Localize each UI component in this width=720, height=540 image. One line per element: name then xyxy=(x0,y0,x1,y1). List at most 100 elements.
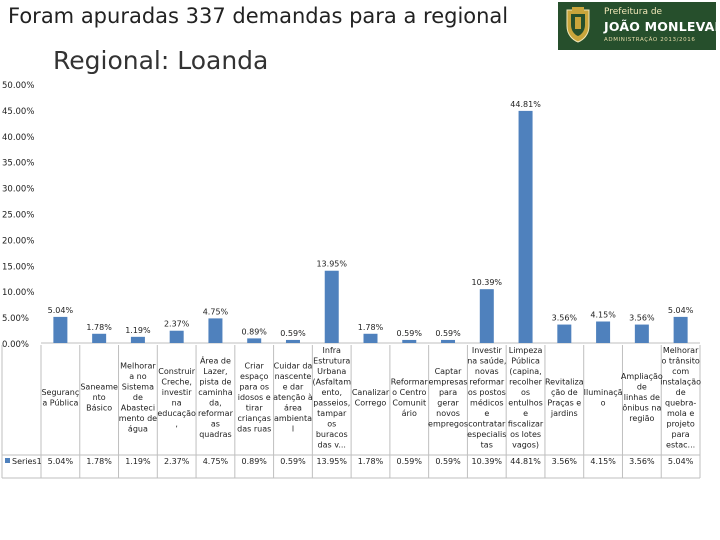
data-label: 44.81% xyxy=(510,100,541,109)
category-label: tas xyxy=(481,440,493,449)
category-label: e xyxy=(523,409,528,418)
category-label: idosos e xyxy=(238,393,271,402)
category-label: para os xyxy=(239,383,269,392)
category-label: empresas xyxy=(428,377,467,386)
category-label: Lazer, xyxy=(203,367,227,376)
category-label: Revitaliza xyxy=(545,377,584,386)
category-label: ambienta xyxy=(274,414,312,423)
category-label: na saúde, xyxy=(467,356,506,365)
data-label: 1.78% xyxy=(86,323,112,332)
category-label: Creche, xyxy=(161,377,192,386)
category-label: Construir xyxy=(158,367,195,376)
category-label: Iluminaçã xyxy=(584,388,623,397)
category-label: espaço xyxy=(240,372,268,381)
table-value: 4.15% xyxy=(590,457,616,466)
data-label: 4.15% xyxy=(590,311,616,320)
category-label: de xyxy=(133,393,143,402)
data-label: 0.59% xyxy=(435,329,461,338)
y-tick-label: 50.00% xyxy=(2,81,34,91)
bar xyxy=(92,333,107,343)
category-label: crianças xyxy=(238,414,271,423)
category-label: Investir xyxy=(472,346,503,355)
category-label: entulhos xyxy=(508,398,543,407)
category-label: da, xyxy=(209,398,222,407)
y-tick-label: 40.00% xyxy=(2,133,34,143)
y-tick-label: 15.00% xyxy=(2,262,34,272)
category-label: na xyxy=(172,398,182,407)
category-label: contratar xyxy=(468,419,506,428)
category-label: a no xyxy=(129,372,147,381)
category-label: Melhorar xyxy=(663,346,699,355)
category-label: Área de xyxy=(200,354,231,365)
data-label: 5.04% xyxy=(668,306,694,315)
bar xyxy=(557,324,572,343)
category-label: mola e xyxy=(667,409,694,418)
category-label: e xyxy=(484,409,489,418)
category-label: recolher xyxy=(509,377,543,386)
category-label: educação xyxy=(157,409,196,418)
category-label: Sistema xyxy=(122,383,154,392)
category-label: para xyxy=(439,388,457,397)
category-label: ônibus na xyxy=(622,403,661,413)
category-label: quebra- xyxy=(665,398,696,407)
category-label: jardins xyxy=(550,409,578,418)
category-label: de xyxy=(637,383,647,392)
category-label: fiscalizar xyxy=(508,419,544,428)
category-label: Infra xyxy=(323,346,342,355)
legend-series-name: Series1 xyxy=(12,457,42,466)
category-label: nascente xyxy=(275,372,312,381)
y-tick-label: 20.00% xyxy=(2,236,34,246)
city-coat-of-arms-icon xyxy=(566,7,590,43)
category-label: de xyxy=(676,388,686,397)
bar xyxy=(634,324,649,343)
bar xyxy=(402,339,417,343)
category-label: novas xyxy=(475,367,499,376)
table-value: 4.75% xyxy=(203,457,229,466)
category-label: Pública xyxy=(511,356,540,365)
category-label: reformar xyxy=(469,377,505,386)
category-label: área xyxy=(284,404,302,413)
y-tick-label: 30.00% xyxy=(2,185,34,195)
data-label: 3.56% xyxy=(629,314,655,323)
category-label: quadras xyxy=(199,430,232,439)
category-label: Canalizar xyxy=(352,388,390,397)
category-label: linhas de xyxy=(624,393,660,402)
table-value: 44.81% xyxy=(510,457,541,466)
category-label: o xyxy=(601,398,606,407)
category-label: instalação xyxy=(660,377,701,386)
data-label: 0.59% xyxy=(397,329,423,338)
data-label: 5.04% xyxy=(48,306,74,315)
bar xyxy=(285,339,300,343)
category-label: Comunit xyxy=(392,398,426,407)
category-label: o Centro xyxy=(392,388,426,397)
category-label: estac... xyxy=(666,440,695,449)
category-label: novos xyxy=(436,409,460,418)
category-label: Cuidar da xyxy=(274,362,313,371)
y-tick-label: 0.00% xyxy=(2,340,29,350)
category-label: empregos xyxy=(428,419,468,428)
table-value: 0.59% xyxy=(397,457,423,466)
table-value: 0.89% xyxy=(241,457,267,466)
chart-title: Regional: Loanda xyxy=(53,46,269,75)
category-label: Praças e xyxy=(547,398,581,407)
bar xyxy=(363,333,378,343)
category-label: Limpeza xyxy=(509,346,543,355)
category-label: Ampliação xyxy=(621,372,663,381)
category-label: Captar xyxy=(435,367,463,376)
table-value: 5.04% xyxy=(668,457,694,466)
category-label: , xyxy=(175,419,178,428)
table-value: 3.56% xyxy=(552,457,578,466)
category-label: nto xyxy=(93,393,106,402)
category-label: atenção à xyxy=(273,393,313,402)
y-tick-label: 45.00% xyxy=(2,107,34,117)
category-label: tampar xyxy=(317,409,347,418)
category-label: Corrego xyxy=(355,398,387,407)
logo-line-2: JOÃO MONLEVADE xyxy=(604,19,720,34)
bar xyxy=(479,289,494,343)
table-value: 0.59% xyxy=(435,457,461,466)
category-label: vagos) xyxy=(512,440,539,449)
bar xyxy=(596,321,611,343)
bar xyxy=(324,270,339,343)
data-label: 1.19% xyxy=(125,326,151,335)
